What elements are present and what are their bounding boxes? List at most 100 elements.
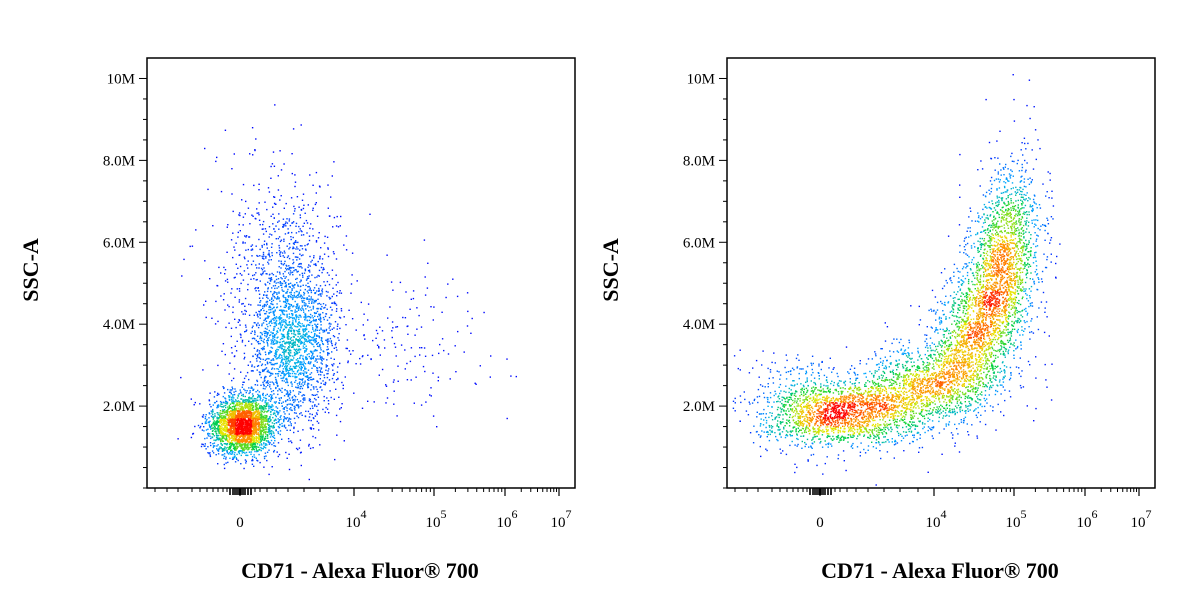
event-point [294,333,296,336]
event-point [234,409,236,412]
event-point [309,427,312,429]
event-point [310,358,312,360]
event-point [254,398,256,400]
event-point [281,347,284,350]
event-point [262,322,265,324]
event-point [304,329,306,331]
event-point [262,406,264,408]
event-point [268,371,271,373]
event-point [305,338,308,341]
event-point [258,448,261,451]
event-point [279,433,281,436]
event-point [288,346,290,348]
event-point [474,382,476,384]
event-point [298,365,300,367]
event-point [257,420,259,422]
event-point [248,404,250,406]
event-point [266,333,269,336]
event-point [282,321,284,323]
event-point [235,435,238,437]
event-point [286,316,288,318]
event-point [318,332,321,334]
event-point [302,398,304,400]
event-point [257,450,259,452]
event-point [235,442,237,445]
event-point [362,324,364,326]
event-point [438,352,440,355]
event-point [245,375,247,377]
event-point [285,281,287,284]
event-point [248,441,250,444]
event-point [278,244,280,247]
event-point [250,417,252,419]
event-point [235,326,237,329]
event-point [255,418,257,421]
event-point [293,294,295,296]
event-point [256,314,259,316]
event-point [230,446,232,449]
event-point [265,416,267,418]
event-point [279,338,282,341]
event-point [237,440,239,442]
event-point [317,403,320,405]
event-point [429,394,431,396]
event-point [328,332,330,334]
event-point [264,418,266,420]
event-point [259,435,262,437]
event-point [252,154,254,156]
event-point [304,343,306,345]
event-point [262,448,264,450]
event-point [243,434,245,437]
event-point [425,401,427,403]
event-point [260,446,262,449]
event-point [231,411,233,413]
event-point [436,426,438,428]
event-point [254,338,256,340]
event-point [229,457,231,459]
event-point [254,149,256,151]
event-point [305,410,307,412]
event-point [304,363,307,365]
event-point [285,276,287,278]
event-point [218,430,220,432]
event-point [224,416,227,418]
event-point [255,339,257,342]
event-point [256,212,258,214]
event-point [299,400,302,402]
event-point [266,431,268,433]
event-point [207,433,209,435]
event-point [234,419,237,421]
event-point [291,368,293,370]
event-point [233,397,235,399]
event-point [299,357,301,359]
event-point [318,337,321,339]
event-point [217,430,219,432]
event-point [241,403,243,405]
event-point [297,407,300,409]
event-point [310,309,312,311]
event-point [288,321,291,323]
event-point [254,330,256,332]
event-point [241,441,243,443]
event-point [291,409,293,412]
event-point [261,418,263,420]
event-point [290,339,293,342]
event-point [317,342,320,344]
event-point [275,238,277,240]
event-point [304,328,306,330]
event-point [216,449,219,451]
event-point [232,232,234,234]
event-point [276,407,279,409]
event-point [265,230,267,233]
event-point [215,433,218,435]
event-point [311,343,313,345]
event-point [254,440,256,442]
event-point [245,462,247,464]
event-point [242,408,244,411]
event-point [248,437,250,439]
event-point [260,364,263,367]
event-point [413,402,415,404]
event-point [317,237,320,239]
event-point [264,444,267,447]
event-point [249,361,252,363]
